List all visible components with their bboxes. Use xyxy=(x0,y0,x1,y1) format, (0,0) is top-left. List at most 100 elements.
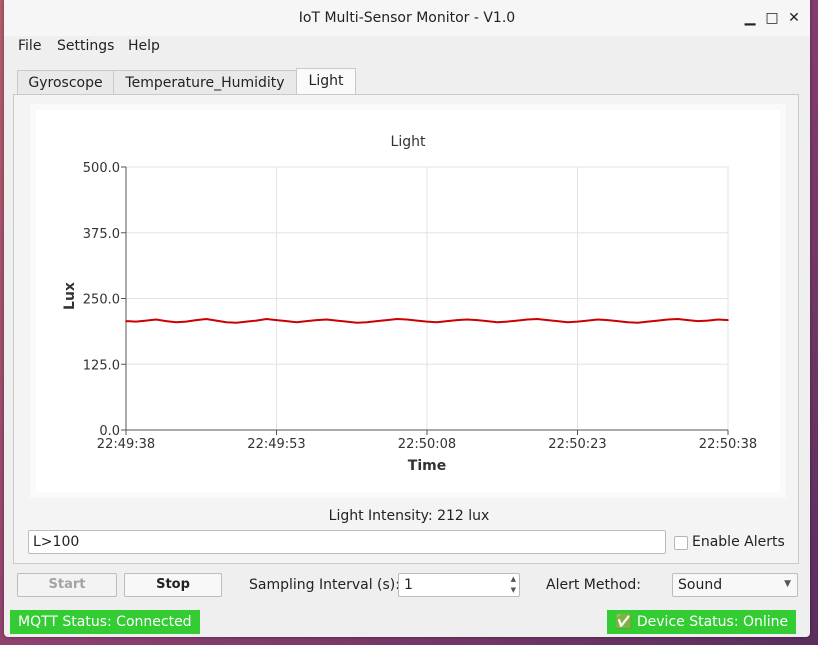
data-point xyxy=(366,321,368,323)
enable-alerts-label: Enable Alerts xyxy=(692,534,785,550)
spin-up-icon[interactable]: ▲ xyxy=(510,575,516,583)
data-point xyxy=(335,319,338,322)
data-point xyxy=(596,318,599,321)
data-point xyxy=(526,318,529,321)
light-intensity-readout: Light Intensity: 212 lux xyxy=(328,508,490,524)
sampling-interval-value: 1 xyxy=(404,577,413,593)
data-point xyxy=(205,318,208,320)
x-tick-label: 22:50:23 xyxy=(548,437,606,452)
light-series-points xyxy=(125,318,729,324)
x-tick-label: 22:49:53 xyxy=(247,437,305,452)
data-point xyxy=(245,320,248,323)
chart-title: Light xyxy=(391,134,426,150)
data-point xyxy=(636,321,639,324)
chart-ticks: 0.0 125.0 250.0 375.0 500.0 22:49:38 22:49:53 2… xyxy=(83,161,757,452)
data-point xyxy=(697,320,699,322)
data-point xyxy=(325,318,328,321)
data-point xyxy=(175,321,177,323)
data-point xyxy=(556,320,559,322)
data-point xyxy=(626,321,629,323)
data-point xyxy=(677,318,679,320)
data-point xyxy=(165,320,167,322)
data-point xyxy=(566,321,569,323)
data-point xyxy=(646,320,649,323)
mqtt-status-badge: MQTT Status: Connected xyxy=(10,610,200,634)
data-point xyxy=(386,319,388,321)
alert-method-select[interactable]: Sound ▼ xyxy=(672,573,798,597)
data-point xyxy=(606,319,609,321)
y-tick-label: 0.0 xyxy=(99,424,120,439)
x-tick-label: 22:50:08 xyxy=(398,437,456,452)
data-point xyxy=(687,319,689,321)
data-point xyxy=(255,319,258,322)
data-point xyxy=(546,319,549,321)
data-point xyxy=(586,319,589,322)
data-point xyxy=(456,319,458,321)
alert-method-label: Alert Method: xyxy=(546,577,641,593)
start-button[interactable]: Start xyxy=(17,573,117,597)
data-point xyxy=(486,320,489,322)
data-point xyxy=(656,319,659,322)
sampling-interval-label: Sampling Interval (s): xyxy=(249,577,400,593)
data-point xyxy=(265,318,268,320)
y-tick-label: 500.0 xyxy=(83,161,120,176)
alert-expression-input[interactable]: L>100 xyxy=(28,530,666,554)
minimize-icon[interactable]: ▁ xyxy=(744,10,756,26)
data-point xyxy=(315,319,318,321)
title-bar: IoT Multi-Sensor Monitor - V1.0 ▁ □ ✕ xyxy=(4,0,810,36)
data-point xyxy=(305,320,308,322)
data-point xyxy=(215,319,218,322)
y-tick-label: 250.0 xyxy=(83,293,120,308)
x-tick-label: 22:49:38 xyxy=(97,437,155,452)
data-point xyxy=(536,318,539,320)
tab-light[interactable]: Light xyxy=(296,68,356,95)
chart-container: Light Lux Time 0.0 125.0 250.0 375.0 500.0 22… xyxy=(30,104,786,498)
alert-method-value: Sound xyxy=(678,577,723,593)
window-title: IoT Multi-Sensor Monitor - V1.0 xyxy=(298,10,516,26)
y-tick-label: 375.0 xyxy=(83,227,120,242)
data-point xyxy=(616,320,619,322)
close-icon[interactable]: ✕ xyxy=(788,10,800,26)
data-point xyxy=(225,321,228,323)
device-status-badge: ✅ Device Status: Online xyxy=(607,610,797,634)
data-point xyxy=(426,320,428,323)
data-point xyxy=(295,321,298,323)
enable-alerts-checkbox[interactable] xyxy=(674,536,688,550)
data-point xyxy=(727,319,729,321)
y-tick-label: 125.0 xyxy=(83,358,120,373)
data-point xyxy=(195,319,198,321)
y-axis-label: Lux xyxy=(62,282,78,310)
menu-settings[interactable]: Settings xyxy=(57,38,115,54)
menu-help[interactable]: Help xyxy=(128,38,160,54)
x-axis-label: Time xyxy=(408,458,446,474)
data-point xyxy=(707,319,709,322)
data-point xyxy=(135,320,137,323)
data-point xyxy=(345,320,348,323)
chevron-down-icon: ▼ xyxy=(784,579,791,589)
data-point xyxy=(416,319,418,322)
data-point xyxy=(376,320,378,322)
menu-file[interactable]: File xyxy=(18,38,42,54)
stop-button[interactable]: Stop xyxy=(124,573,222,597)
maximize-icon[interactable]: □ xyxy=(765,10,779,26)
data-point xyxy=(667,318,669,321)
data-point xyxy=(145,319,147,322)
sampling-interval-spinbox[interactable]: 1 ▲ ▼ xyxy=(398,573,520,597)
data-point xyxy=(506,320,509,323)
chart-grid xyxy=(125,166,729,431)
data-point xyxy=(466,318,468,321)
data-point xyxy=(476,319,478,321)
spin-down-icon[interactable]: ▼ xyxy=(510,586,516,594)
x-tick-label: 22:50:38 xyxy=(699,437,757,452)
data-point xyxy=(235,321,238,324)
tab-temperature-humidity[interactable]: Temperature_Humidity xyxy=(113,70,297,94)
data-point xyxy=(185,320,187,323)
data-point xyxy=(275,319,278,321)
data-point xyxy=(285,320,288,322)
light-chart: Light Lux Time 0.0 125.0 250.0 375.0 500.0 22… xyxy=(62,134,757,474)
tab-gyroscope[interactable]: Gyroscope xyxy=(17,70,114,94)
data-point xyxy=(355,321,358,324)
menu-bar: File Settings Help xyxy=(4,36,810,58)
data-point xyxy=(436,321,438,323)
data-point xyxy=(396,318,398,320)
